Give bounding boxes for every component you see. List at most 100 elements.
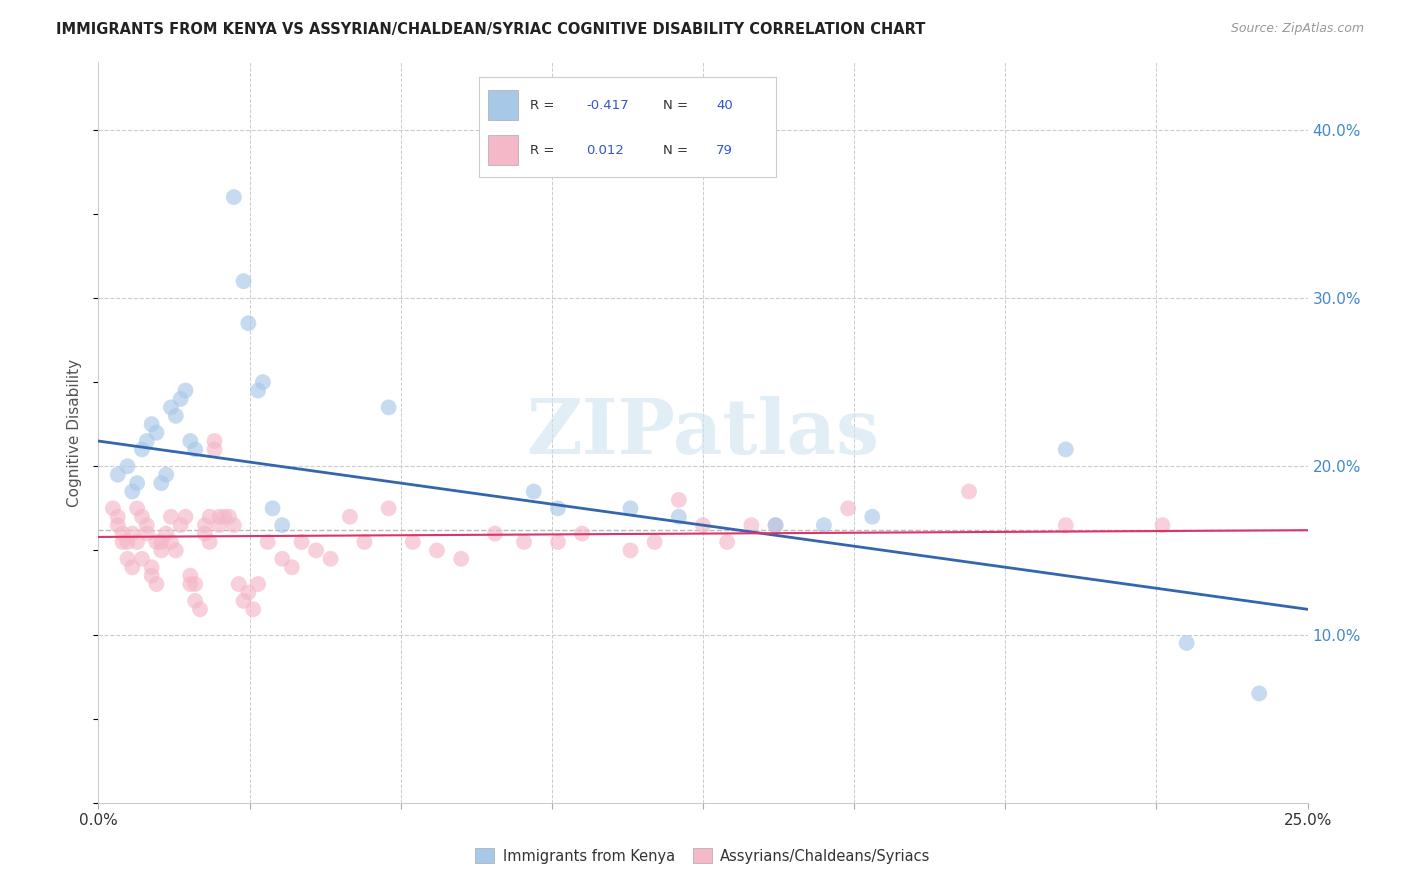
Point (179, 568, 201, 582)
Text: ZIPatlas: ZIPatlas (526, 396, 880, 469)
Point (160, 509, 183, 524)
Point (150, 543, 173, 558)
Point (232, 274, 254, 288)
Point (117, 551, 139, 566)
Point (619, 501, 641, 516)
Point (160, 535, 183, 549)
Point (150, 476, 173, 491)
Point (155, 467, 177, 482)
Point (339, 509, 361, 524)
Point (121, 484, 143, 499)
Point (198, 509, 221, 524)
Point (228, 577, 250, 591)
Point (169, 518, 191, 533)
Point (145, 535, 167, 549)
Point (271, 551, 294, 566)
Point (165, 409, 187, 423)
Text: IMMIGRANTS FROM KENYA VS ASSYRIAN/CHALDEAN/SYRIAC COGNITIVE DISABILITY CORRELATI: IMMIGRANTS FROM KENYA VS ASSYRIAN/CHALDE… (56, 22, 925, 37)
Point (194, 526, 217, 541)
Point (547, 501, 569, 516)
Point (184, 442, 207, 457)
Point (1054, 442, 1077, 457)
Point (1054, 518, 1077, 533)
Point (174, 384, 197, 398)
Point (740, 518, 762, 533)
Point (194, 518, 217, 533)
Point (107, 518, 129, 533)
Point (107, 467, 129, 482)
Point (1152, 518, 1174, 533)
Point (179, 577, 201, 591)
Point (238, 316, 260, 330)
Point (450, 551, 472, 566)
Point (212, 509, 235, 524)
Point (619, 543, 641, 558)
Point (281, 560, 304, 574)
Point (111, 526, 134, 541)
Point (765, 518, 787, 533)
Point (107, 509, 129, 524)
Point (402, 535, 425, 549)
Point (135, 526, 157, 541)
Point (484, 526, 506, 541)
Point (523, 484, 546, 499)
Point (262, 501, 284, 516)
Point (127, 476, 149, 491)
Point (141, 417, 163, 432)
Point (145, 577, 167, 591)
Point (127, 501, 149, 516)
Point (127, 535, 149, 549)
Point (145, 425, 167, 440)
Point (184, 577, 207, 591)
Point (121, 526, 143, 541)
Point (160, 401, 183, 415)
Point (290, 535, 312, 549)
Point (198, 535, 221, 549)
Point (513, 535, 536, 549)
Point (204, 434, 226, 448)
Point (668, 509, 690, 524)
Text: Source: ZipAtlas.com: Source: ZipAtlas.com (1230, 22, 1364, 36)
Point (131, 442, 153, 457)
Point (271, 518, 294, 533)
Point (208, 509, 231, 524)
Point (813, 518, 835, 533)
Point (242, 602, 264, 616)
Point (141, 568, 163, 582)
Point (117, 459, 139, 474)
Point (141, 560, 163, 574)
Point (155, 526, 177, 541)
Point (353, 535, 375, 549)
Point (837, 501, 859, 516)
Point (111, 535, 134, 549)
Point (547, 535, 569, 549)
Point (179, 434, 201, 448)
Point (208, 518, 231, 533)
Point (121, 560, 143, 574)
Point (377, 401, 399, 415)
Point (150, 535, 173, 549)
Point (668, 492, 690, 507)
Point (135, 518, 157, 533)
Point (101, 501, 124, 516)
Point (218, 509, 240, 524)
Point (131, 509, 153, 524)
Point (247, 577, 270, 591)
Point (256, 535, 278, 549)
Point (222, 518, 245, 533)
Point (184, 594, 207, 608)
Point (377, 501, 399, 516)
Point (860, 509, 883, 524)
Point (252, 375, 274, 389)
Point (165, 543, 187, 558)
Point (238, 585, 260, 599)
Point (131, 551, 153, 566)
Point (426, 543, 449, 558)
Point (716, 535, 738, 549)
Point (765, 518, 787, 533)
Point (174, 509, 197, 524)
Point (135, 434, 157, 448)
Point (232, 594, 254, 608)
Point (692, 518, 714, 533)
Point (188, 602, 211, 616)
